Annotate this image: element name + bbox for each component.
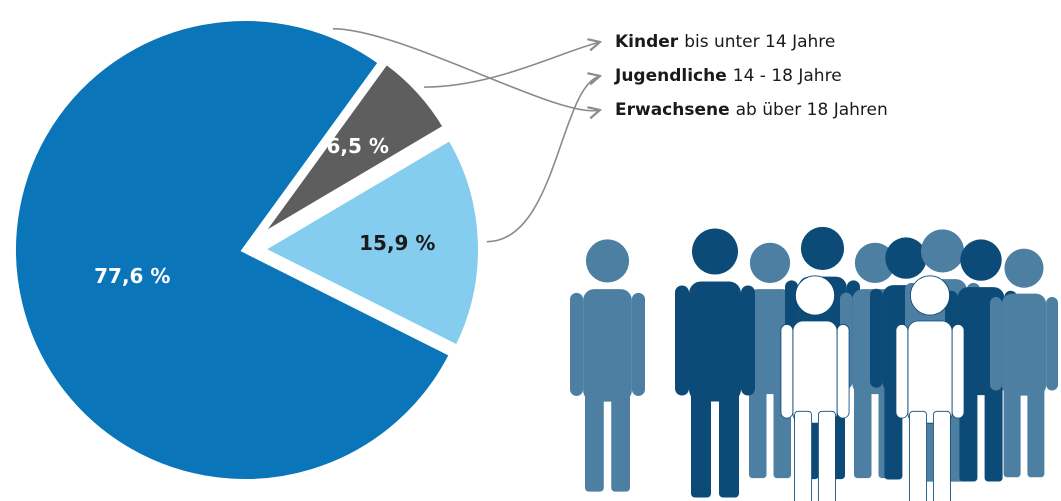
pie-slice xyxy=(254,57,451,242)
legend-entry: Kinder bis unter 14 Jahre xyxy=(615,32,835,52)
connector-arrow xyxy=(332,28,600,111)
connector-arrow xyxy=(486,76,600,243)
legend-entry: Jugendliche 14 - 18 Jahre xyxy=(614,66,842,86)
legend-entry: Erwachsene ab über 18 Jahren xyxy=(615,100,888,120)
legend-detail: ab über 18 Jahren xyxy=(736,100,888,120)
connector-arrow xyxy=(423,42,600,88)
legend-detail: 14 - 18 Jahre xyxy=(733,66,842,86)
legend-name: Jugendliche xyxy=(614,66,727,86)
pie-slice xyxy=(10,15,457,485)
legend-name: Kinder xyxy=(615,32,679,52)
pie-slice xyxy=(254,133,484,353)
value-label: 15,9 % xyxy=(359,231,435,255)
people-illustration xyxy=(570,226,1058,501)
value-label: 6,5 % xyxy=(327,134,389,158)
legend-name: Erwachsene xyxy=(615,100,730,120)
legend-detail: bis unter 14 Jahre xyxy=(684,32,835,52)
value-label: 77,6 % xyxy=(94,264,170,288)
